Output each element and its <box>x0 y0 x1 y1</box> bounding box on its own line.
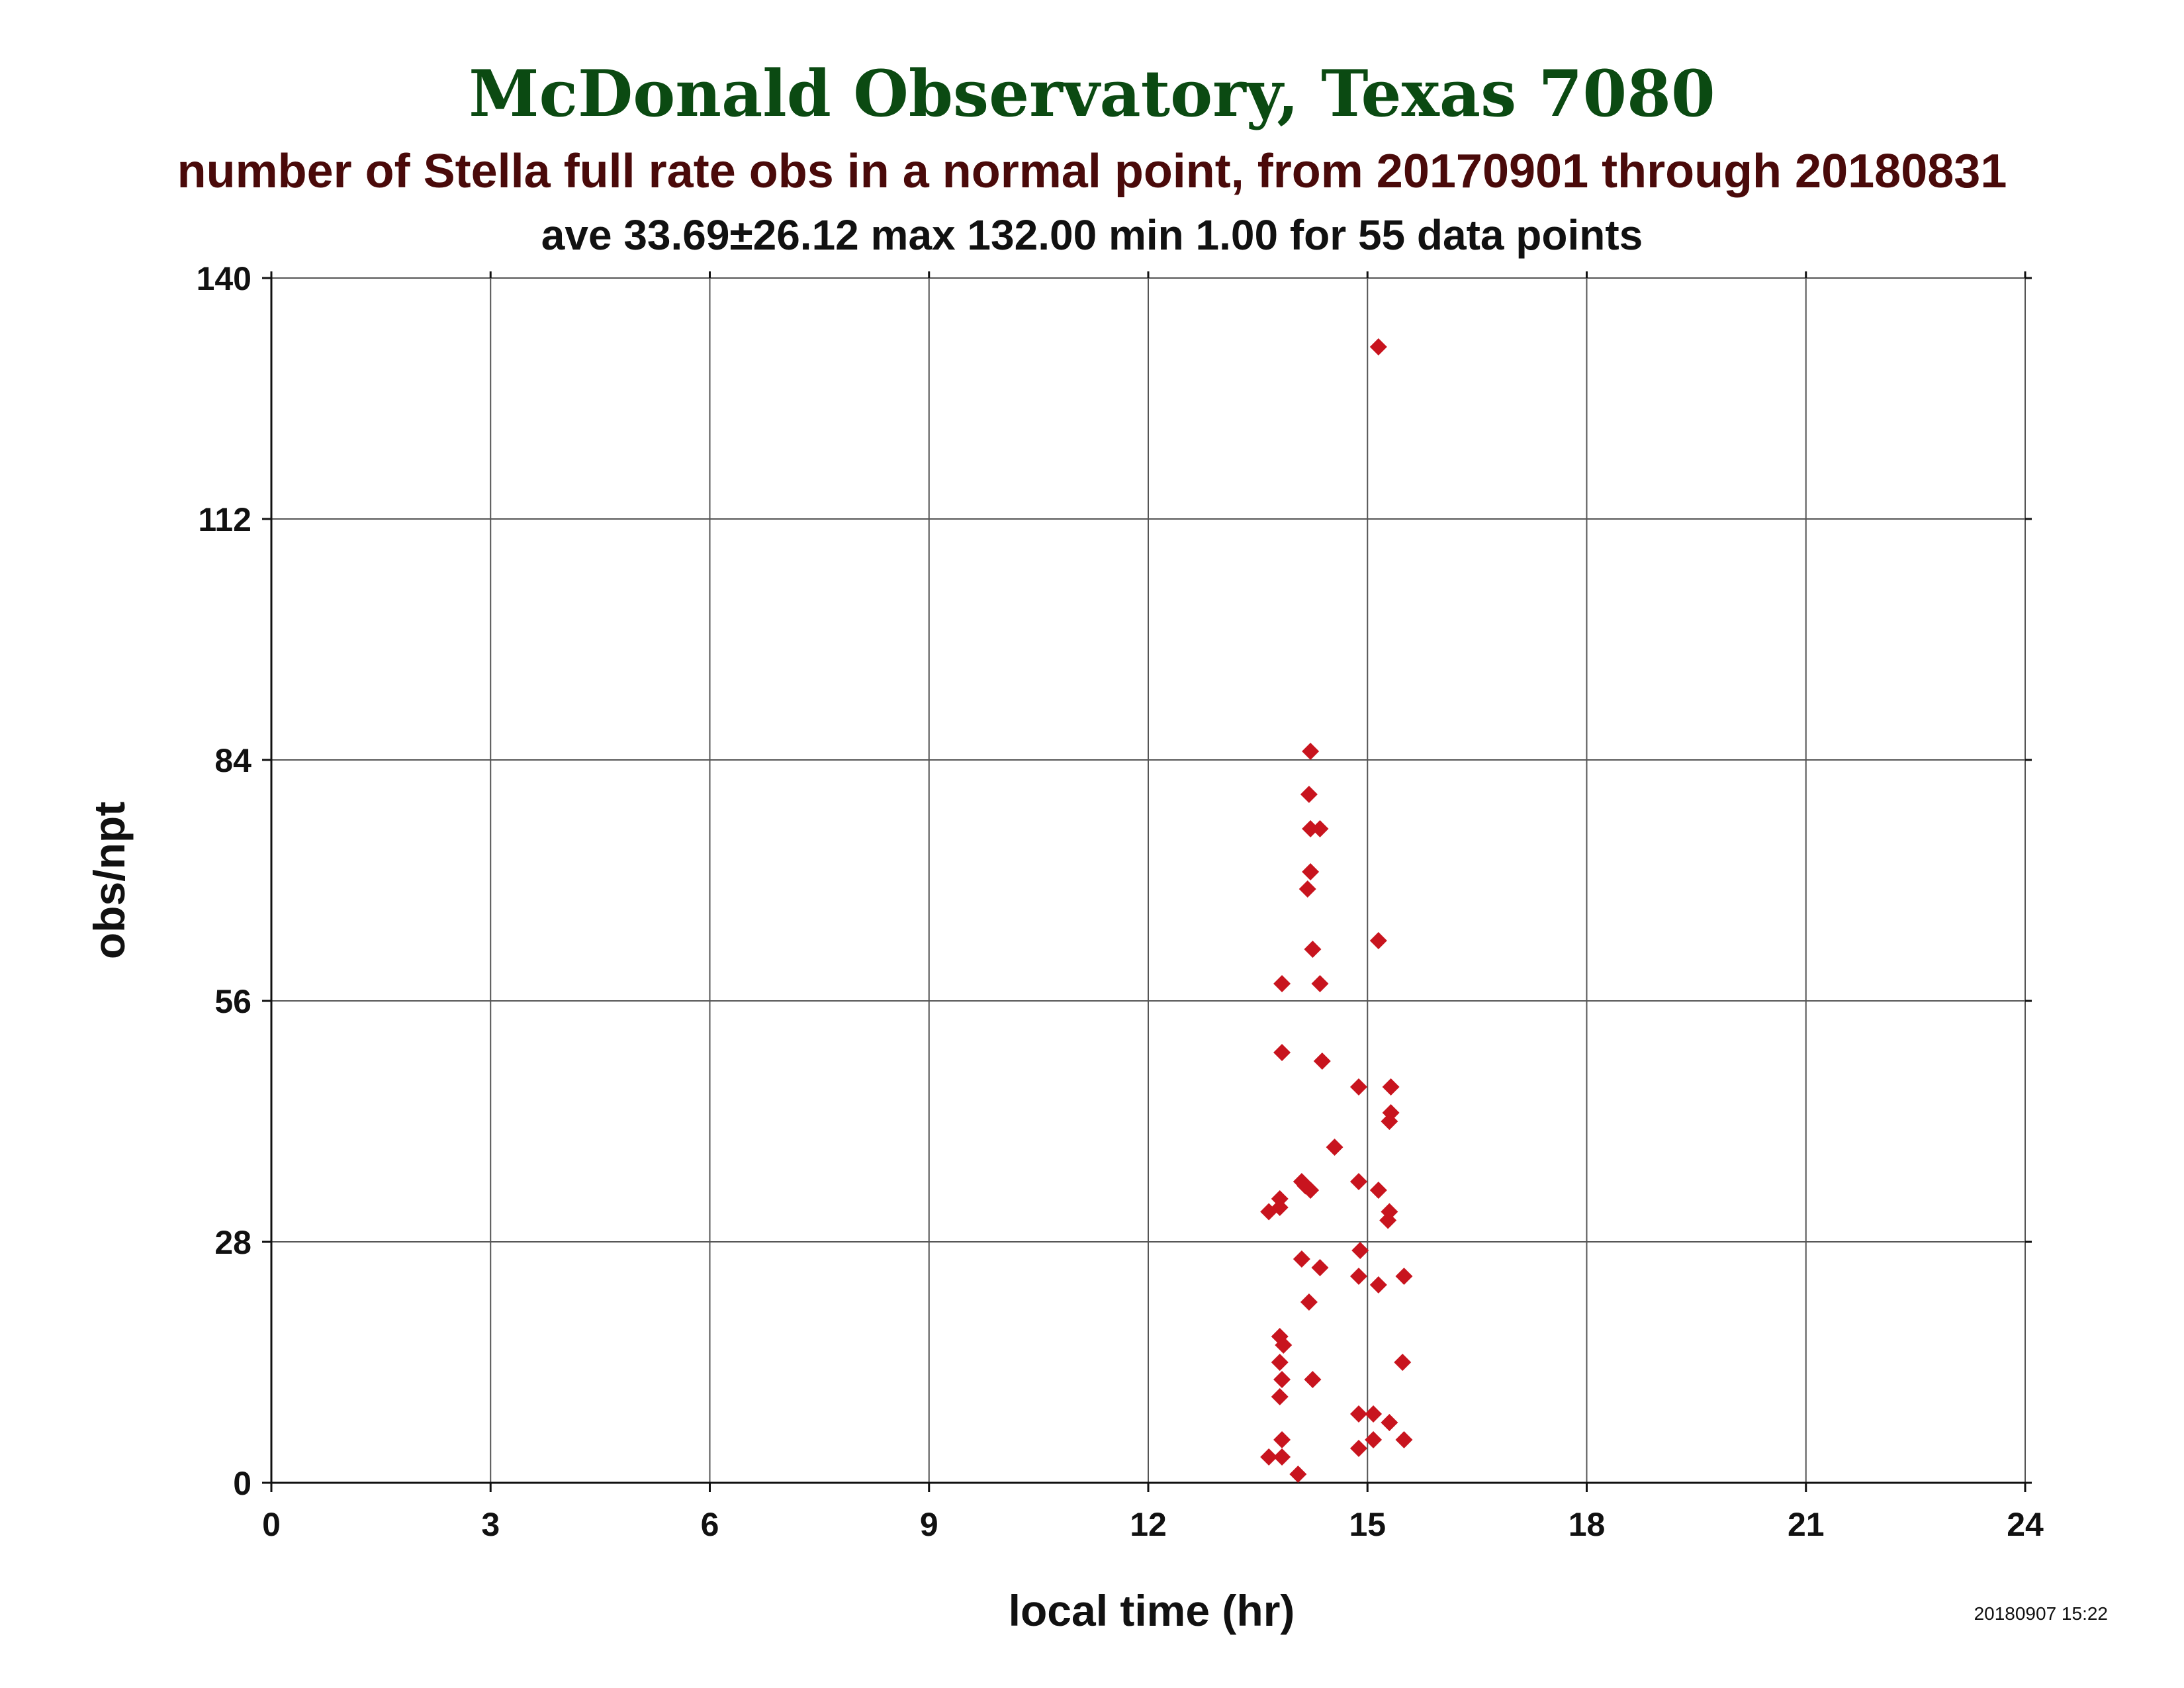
data-point <box>1395 1431 1413 1448</box>
tick-labels: 0 3 6 9 12 15 18 21 24 0 28 56 84 112 140 <box>197 260 2044 1543</box>
y-tick-label: 56 <box>214 983 251 1020</box>
data-point <box>1369 1276 1387 1293</box>
y-tick-label: 28 <box>214 1224 251 1261</box>
data-point <box>1350 1440 1367 1457</box>
data-point <box>1350 1268 1367 1285</box>
data-point <box>1302 863 1320 880</box>
axes <box>262 271 2032 1492</box>
data-point <box>1382 1078 1400 1096</box>
x-tick-label: 3 <box>481 1506 500 1543</box>
x-tick-label: 18 <box>1569 1506 1606 1543</box>
x-axis-label: local time (hr) <box>1008 1586 1295 1635</box>
data-point <box>1271 1354 1289 1371</box>
data-point <box>1260 1448 1278 1466</box>
data-point <box>1300 786 1318 803</box>
data-points <box>1260 338 1413 1483</box>
chart-title: McDonald Observatory, Texas 7080 <box>469 56 1715 131</box>
timestamp: 20180907 15:22 <box>1974 1603 2108 1624</box>
y-tick-label: 140 <box>197 260 251 297</box>
data-point <box>1293 1250 1310 1268</box>
data-point <box>1395 1268 1413 1285</box>
chart-stats: ave 33.69±26.12 max 132.00 min 1.00 for … <box>541 211 1643 259</box>
data-point <box>1350 1173 1367 1190</box>
data-point <box>1273 1448 1291 1466</box>
data-point <box>1273 975 1291 992</box>
y-tick-label: 112 <box>198 501 251 538</box>
data-point <box>1275 1336 1293 1354</box>
x-tick-label: 24 <box>2007 1506 2044 1543</box>
data-point <box>1379 1211 1397 1229</box>
data-point <box>1298 880 1316 898</box>
data-point <box>1273 1044 1291 1061</box>
data-point <box>1365 1431 1383 1448</box>
chart-subtitle: number of Stella full rate obs in a norm… <box>177 145 2007 198</box>
x-tick-label: 15 <box>1349 1506 1386 1543</box>
y-tick-label: 0 <box>233 1465 251 1502</box>
data-point <box>1350 1078 1367 1096</box>
data-point <box>1369 932 1387 949</box>
data-point <box>1351 1242 1369 1259</box>
data-point <box>1311 1259 1329 1276</box>
x-tick-label: 6 <box>701 1506 719 1543</box>
data-point <box>1394 1354 1412 1371</box>
x-tick-label: 12 <box>1130 1506 1167 1543</box>
x-tick-label: 9 <box>920 1506 938 1543</box>
x-tick-label: 21 <box>1788 1506 1825 1543</box>
data-point <box>1326 1139 1343 1156</box>
grid <box>271 277 2026 1483</box>
data-point <box>1381 1414 1398 1431</box>
data-point <box>1302 743 1320 760</box>
data-point <box>1300 1293 1318 1311</box>
data-point <box>1311 820 1329 837</box>
data-point <box>1350 1405 1367 1423</box>
data-point <box>1313 1053 1331 1070</box>
x-tick-label: 0 <box>262 1506 281 1543</box>
data-point <box>1381 1113 1398 1130</box>
data-point <box>1273 1431 1291 1448</box>
data-point <box>1304 941 1322 958</box>
data-point <box>1369 338 1387 355</box>
y-tick-label: 84 <box>214 742 251 779</box>
data-point <box>1273 1371 1291 1388</box>
data-point <box>1369 1182 1387 1199</box>
data-point <box>1289 1466 1307 1483</box>
data-point <box>1302 820 1320 837</box>
data-point <box>1311 975 1329 992</box>
data-point <box>1260 1203 1278 1221</box>
data-point <box>1365 1405 1383 1423</box>
data-point <box>1304 1371 1322 1388</box>
data-point <box>1302 1182 1320 1199</box>
data-point <box>1271 1388 1289 1405</box>
